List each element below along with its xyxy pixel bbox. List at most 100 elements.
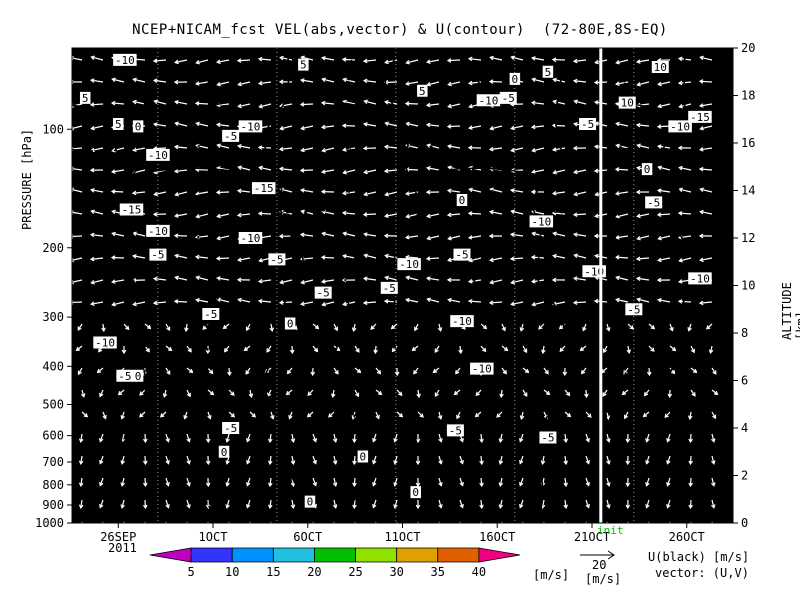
speed-cell — [523, 466, 535, 478]
speed-cell — [182, 246, 194, 258]
speed-cell — [193, 301, 205, 313]
wind-vector — [217, 144, 230, 149]
speed-cell — [479, 400, 491, 412]
speed-cell — [721, 125, 733, 137]
speed-cell — [490, 70, 502, 82]
contour-label-text: -5 — [151, 249, 164, 262]
wind-vector-head — [195, 214, 200, 219]
speed-cell — [666, 290, 678, 302]
wind-vector — [519, 455, 524, 464]
speed-cell — [281, 136, 293, 148]
wind-vector-head — [285, 390, 291, 396]
speed-cell — [545, 422, 557, 434]
speed-cell — [226, 158, 238, 170]
wind-vector-head — [489, 126, 494, 131]
wind-vector-head — [524, 368, 530, 374]
speed-cell — [655, 378, 667, 390]
wind-vector-head — [363, 169, 368, 175]
wind-vector — [648, 323, 655, 330]
wind-vector — [112, 169, 125, 173]
speed-cell — [710, 521, 722, 523]
contour-label-box — [298, 58, 309, 71]
speed-cell — [325, 433, 337, 445]
wind-vector — [480, 433, 483, 443]
speed-cell — [468, 191, 480, 203]
speed-cell — [721, 455, 733, 467]
wind-vector-head — [222, 324, 228, 330]
wind-vector-head — [132, 231, 137, 236]
wind-vectors — [72, 55, 719, 523]
speed-cell — [545, 444, 557, 456]
wind-vector-head — [99, 503, 104, 509]
speed-cell — [567, 224, 579, 236]
speed-cell — [358, 422, 370, 434]
speed-cell — [666, 356, 678, 368]
wind-vector — [709, 345, 713, 353]
speed-cell — [567, 279, 579, 291]
speed-cell — [721, 356, 733, 368]
speed-cell — [292, 147, 304, 159]
wind-vector-head — [690, 348, 696, 354]
speed-cell — [237, 48, 249, 60]
speed-cell — [83, 422, 95, 434]
wind-vector — [333, 455, 337, 464]
speed-cell — [512, 345, 524, 357]
speed-cell — [248, 70, 260, 82]
speed-cell — [314, 147, 326, 159]
speed-cell — [149, 301, 161, 313]
speed-cell — [248, 202, 260, 214]
speed-cell — [402, 323, 414, 335]
speed-cell — [83, 323, 95, 335]
speed-cell — [688, 466, 700, 478]
speed-cell — [402, 301, 414, 313]
wind-vector — [385, 213, 398, 217]
speed-cell — [149, 433, 161, 445]
speed-cell — [600, 213, 612, 225]
speed-cell — [116, 455, 128, 467]
speed-cell — [314, 202, 326, 214]
speed-cell — [578, 81, 590, 93]
contour-label-text: -5 — [449, 424, 462, 437]
wind-vector-head — [563, 438, 568, 444]
u-contour-line — [120, 48, 155, 521]
speed-cell — [336, 169, 348, 181]
speed-cell — [380, 356, 392, 368]
speed-cell — [314, 48, 326, 60]
speed-cell — [633, 136, 645, 148]
wind-vector-head — [267, 504, 273, 510]
wind-vector-head — [426, 235, 431, 241]
speed-cell — [237, 521, 249, 523]
speed-cell — [127, 521, 139, 523]
wind-vector — [434, 345, 440, 353]
speed-cell — [358, 323, 370, 335]
speed-cell — [490, 367, 502, 379]
wind-vector — [658, 235, 671, 240]
speed-cell — [655, 81, 667, 93]
wind-vector — [448, 145, 461, 149]
speed-cell — [226, 48, 238, 60]
wind-vector-head — [125, 325, 130, 331]
speed-cell — [336, 224, 348, 236]
speed-cell — [457, 444, 469, 456]
speed-cell — [215, 466, 227, 478]
speed-cell — [226, 191, 238, 203]
wind-vector — [133, 78, 146, 83]
wind-vector — [706, 323, 713, 330]
speed-cell — [402, 103, 414, 115]
speed-cell — [127, 312, 139, 324]
speed-cell — [171, 466, 183, 478]
speed-cell — [534, 103, 546, 115]
wind-vector — [332, 389, 335, 397]
speed-cell — [160, 125, 172, 137]
speed-cell — [347, 345, 359, 357]
vector-ref-value: 20 — [592, 558, 607, 572]
speed-cell — [644, 356, 656, 368]
wind-vector — [711, 499, 715, 508]
speed-cell — [193, 213, 205, 225]
speed-cell — [237, 103, 249, 115]
wind-vector — [679, 188, 692, 193]
speed-cell — [215, 180, 227, 192]
speed-cell — [281, 378, 293, 390]
speed-cell — [347, 334, 359, 346]
